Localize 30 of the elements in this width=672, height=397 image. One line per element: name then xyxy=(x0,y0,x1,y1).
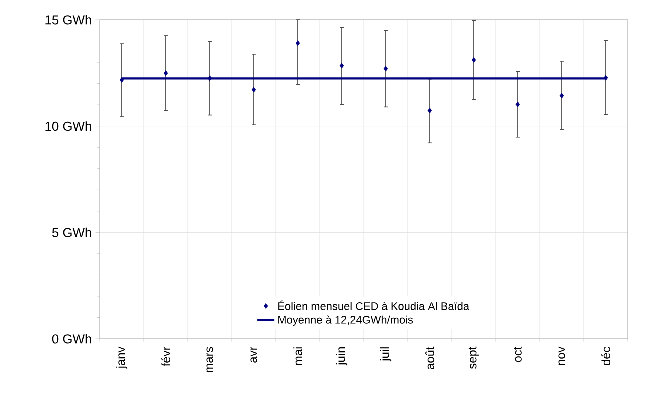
point xyxy=(428,108,432,114)
y-tick-label: 0 GWh xyxy=(52,334,92,344)
y-tick-label: 5 GWh xyxy=(52,228,92,238)
point xyxy=(164,70,168,76)
x-tick-label: avr xyxy=(250,346,258,363)
point xyxy=(252,87,256,93)
legend-label: Moyenne à 12,24GWh/mois xyxy=(278,316,414,326)
point xyxy=(472,57,476,63)
x-tick-label: févr xyxy=(162,346,170,367)
point xyxy=(604,75,608,81)
x-tick-label: déc xyxy=(602,347,610,366)
point xyxy=(516,102,520,108)
x-tick-label: nov xyxy=(558,346,566,366)
x-tick-label: mars xyxy=(206,347,214,373)
x-tick-label: juil xyxy=(380,348,392,362)
y-tick-label: 10 GWh xyxy=(46,122,92,132)
x-tick-label: oct xyxy=(514,346,522,362)
x-tick-label: sept xyxy=(468,346,480,370)
legend-label: Éolien mensuel CED à Koudia Al Baïda xyxy=(278,300,470,310)
x-tick-label: juin xyxy=(336,348,348,366)
point xyxy=(120,77,124,83)
x-tick-label: mai xyxy=(294,348,302,366)
point xyxy=(560,93,564,99)
y-tick-label: 15 GWh xyxy=(46,15,92,25)
x-tick-label: août xyxy=(426,346,434,370)
point xyxy=(384,66,388,72)
point xyxy=(296,40,300,46)
point xyxy=(208,76,212,82)
point xyxy=(340,63,344,69)
x-tick-label: janv xyxy=(116,346,128,369)
